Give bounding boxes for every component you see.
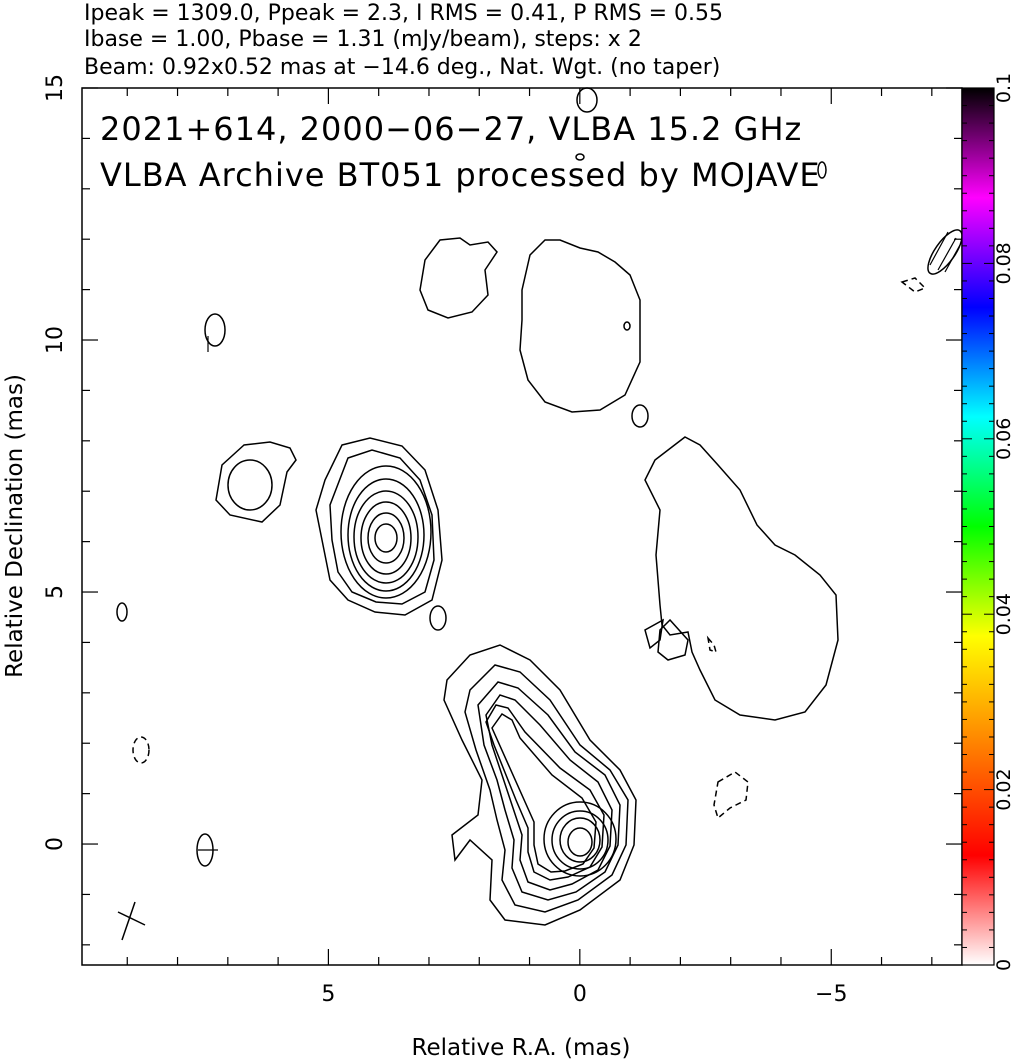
beam-ellipse [927, 229, 963, 275]
east-blob-outer-contour [215, 441, 297, 523]
core-contours [443, 644, 637, 926]
y-tick-label: 10 [43, 326, 68, 354]
colorbar: 0 0.02 0.04 0.06 0.08 0.1 [961, 73, 1015, 971]
colorbar-tick-label: 0.04 [993, 593, 1015, 635]
y-tick-label: 15 [43, 74, 68, 102]
colorbar-tick-label: 0 [993, 959, 1015, 971]
small-knot-1 [429, 605, 447, 631]
y-tick-label: 5 [43, 585, 68, 599]
small-knot-8 [817, 161, 827, 179]
small-knot-6 [116, 602, 128, 622]
small-knot-2 [631, 404, 649, 428]
y-axis-label: Relative Declination (mas) [2, 374, 28, 678]
northern-lobe-spot [623, 321, 631, 331]
contour-layer [116, 87, 963, 941]
small-knot-3 [576, 87, 598, 113]
east-blob-inner-contour [227, 459, 273, 511]
colorbar-tick-label: 0.06 [993, 418, 1015, 460]
small-knot-5 [204, 313, 226, 347]
western-lobe-contour [644, 436, 839, 721]
western-lobe-inlet [657, 618, 689, 661]
x-tick-label: 0 [573, 982, 587, 1007]
colorbar-tick-label: 0.02 [993, 768, 1015, 810]
x-tick-label: −5 [815, 982, 847, 1007]
colorbar-tick-label: 0.08 [993, 242, 1015, 284]
plot-frame [81, 87, 963, 966]
north-east-patch-contour [419, 237, 498, 319]
x-tick-label: 5 [321, 982, 335, 1007]
header-line-3: Beam: 0.92x0.52 mas at −14.6 deg., Nat. … [84, 55, 720, 80]
source-annotation: 2021+614, 2000−06−27, VLBA 15.2 GHz [100, 110, 802, 148]
negative-contour-3 [900, 277, 927, 293]
colorbar-gradient [961, 87, 995, 966]
y-tick-label: 0 [43, 837, 68, 851]
negative-contour-2 [132, 736, 150, 764]
cross-marker-b [121, 901, 136, 941]
header-line-2: Ibase = 1.00, Pbase = 1.31 (mJy/beam), s… [84, 27, 642, 52]
x-axis-label: Relative R.A. (mas) [412, 1035, 631, 1061]
negative-contour-1 [713, 771, 749, 820]
cross-marker-a [117, 911, 146, 926]
northern-knot-contours [315, 437, 443, 616]
small-knot-4 [575, 153, 585, 161]
processing-annotation: VLBA Archive BT051 processed by MOJAVE [100, 156, 821, 194]
colorbar-tick-label: 0.1 [993, 73, 1015, 103]
header-line-1: Ipeak = 1309.0, Ppeak = 2.3, I RMS = 0.4… [84, 1, 723, 26]
northern-lobe-contour [519, 239, 641, 413]
